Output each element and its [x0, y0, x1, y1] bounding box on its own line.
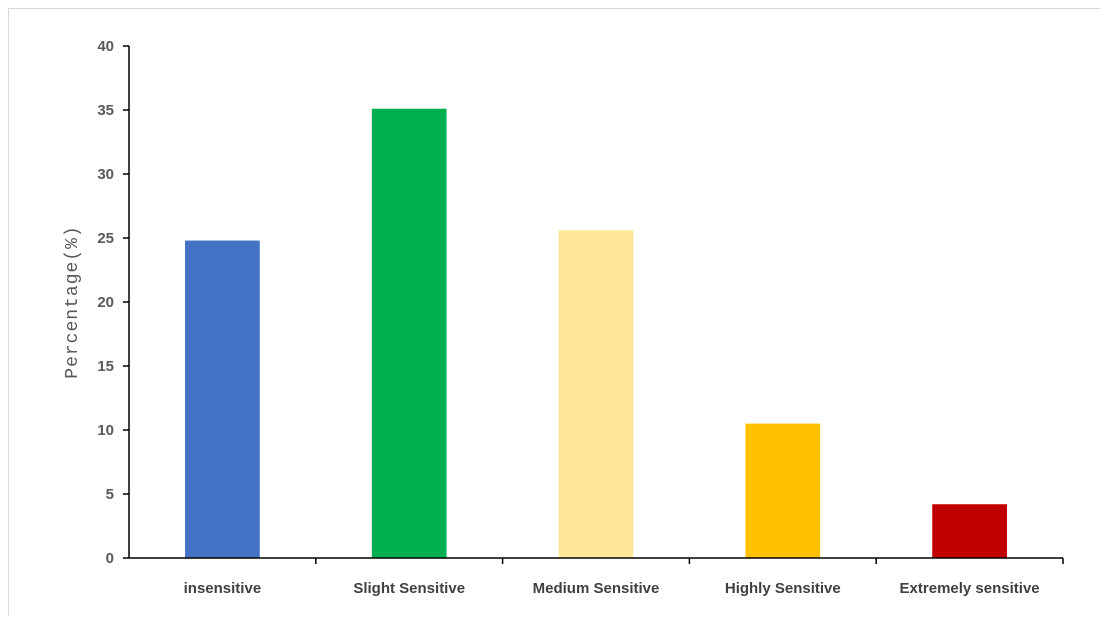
y-tick-label: 0	[106, 550, 114, 567]
y-axis: 0 5 10 15 20 25 30 35 40	[97, 38, 129, 567]
y-tick-label: 20	[97, 294, 114, 311]
x-tick-label: Extremely sensitive	[900, 580, 1040, 597]
y-tick-label: 15	[97, 358, 114, 375]
y-tick-label: 25	[97, 230, 114, 247]
chart-frame	[8, 8, 1100, 616]
y-tick-label: 5	[106, 486, 114, 503]
bars	[185, 108, 1007, 558]
x-axis: insensitive Slight Sensitive Medium Sensit…	[184, 558, 1064, 597]
bar-0	[185, 240, 260, 558]
y-tick-label: 30	[97, 166, 114, 183]
bar-1	[371, 108, 447, 558]
bar-3	[745, 423, 821, 558]
y-tick-label: 40	[97, 38, 114, 55]
x-tick-label: Slight Sensitive	[353, 580, 465, 597]
y-tick-label: 35	[97, 102, 114, 119]
x-tick-label: Highly Sensitive	[725, 580, 841, 597]
x-tick-label: Medium Sensitive	[533, 580, 660, 597]
x-tick-label: insensitive	[184, 580, 262, 597]
bar-4	[932, 504, 1007, 558]
y-tick-label: 10	[97, 422, 114, 439]
bar-2	[558, 230, 634, 558]
y-axis-title: Percentage(%)	[63, 225, 83, 378]
